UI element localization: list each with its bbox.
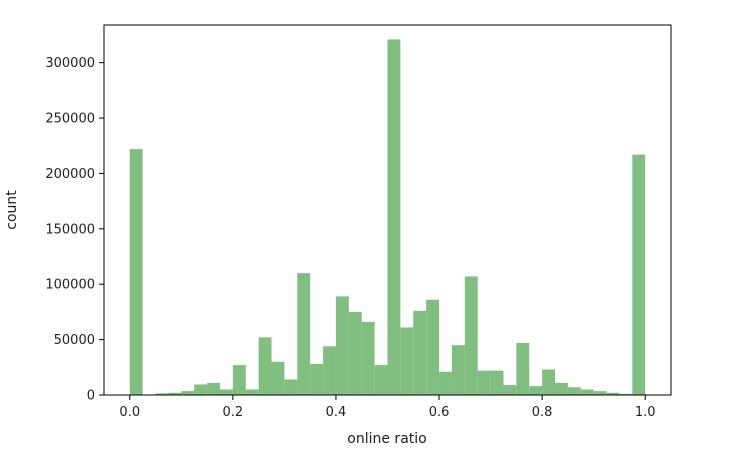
histogram-bar bbox=[258, 337, 272, 395]
x-tick-label: 0.8 bbox=[532, 405, 553, 420]
histogram-bar bbox=[567, 387, 581, 395]
y-tick-label: 200000 bbox=[45, 167, 95, 182]
x-axis: 0.0 0.2 0.4 0.6 0.8 1.0 bbox=[119, 395, 656, 420]
histogram-bar bbox=[181, 391, 195, 395]
histogram-bar bbox=[490, 370, 504, 395]
histogram-bar bbox=[219, 389, 233, 395]
y-tick-label: 50000 bbox=[54, 333, 95, 348]
histogram-bar bbox=[413, 310, 427, 395]
y-tick-label: 0 bbox=[87, 389, 95, 404]
y-axis-label: count bbox=[4, 190, 20, 230]
histogram-bar bbox=[529, 386, 543, 395]
x-tick-label: 0.2 bbox=[223, 405, 244, 420]
histogram-bar bbox=[580, 389, 594, 395]
y-tick-label: 150000 bbox=[45, 222, 95, 237]
histogram-bar bbox=[271, 361, 285, 395]
histogram-bar bbox=[232, 365, 246, 395]
bars bbox=[129, 39, 646, 396]
histogram-bar bbox=[323, 346, 336, 395]
y-tick-label: 100000 bbox=[45, 278, 95, 293]
histogram-bar bbox=[374, 365, 388, 395]
histogram-bar bbox=[245, 389, 259, 395]
histogram-bar bbox=[477, 370, 491, 395]
histogram-bar bbox=[619, 393, 633, 395]
histogram-bar bbox=[310, 363, 324, 395]
histogram-bar bbox=[555, 382, 568, 395]
histogram-bar bbox=[426, 299, 440, 395]
histogram-bar bbox=[387, 39, 401, 396]
histogram-bar bbox=[400, 327, 414, 395]
x-tick-label: 0.4 bbox=[326, 405, 347, 420]
x-tick-label: 0.6 bbox=[429, 405, 450, 420]
y-tick-label: 250000 bbox=[45, 112, 95, 127]
histogram-bar bbox=[129, 149, 143, 395]
histogram-bar bbox=[542, 369, 556, 395]
histogram-bar bbox=[348, 311, 362, 395]
x-tick-label: 1.0 bbox=[635, 405, 656, 420]
x-axis-label: online ratio bbox=[347, 431, 426, 447]
histogram-bar bbox=[516, 342, 530, 395]
histogram-bar bbox=[207, 382, 220, 395]
histogram-bar bbox=[451, 345, 465, 395]
y-axis: 0 50000 100000 150000 200000 250000 300000 bbox=[45, 56, 104, 404]
histogram-bar bbox=[464, 276, 478, 395]
histogram-bar bbox=[297, 273, 311, 395]
histogram-bar bbox=[335, 296, 349, 395]
histogram-bar bbox=[361, 321, 375, 395]
histogram-bar bbox=[155, 393, 169, 395]
histogram-bar bbox=[168, 392, 182, 395]
histogram-bar bbox=[194, 384, 208, 395]
y-tick-label: 300000 bbox=[45, 56, 95, 71]
histogram-bar bbox=[606, 392, 620, 395]
histogram-bar bbox=[632, 154, 646, 395]
x-tick-label: 0.0 bbox=[119, 405, 140, 420]
histogram-bar bbox=[593, 391, 607, 395]
histogram-bar bbox=[439, 371, 452, 395]
histogram-bar bbox=[503, 385, 517, 395]
histogram-bar bbox=[284, 379, 298, 395]
plot-frame bbox=[103, 24, 672, 396]
